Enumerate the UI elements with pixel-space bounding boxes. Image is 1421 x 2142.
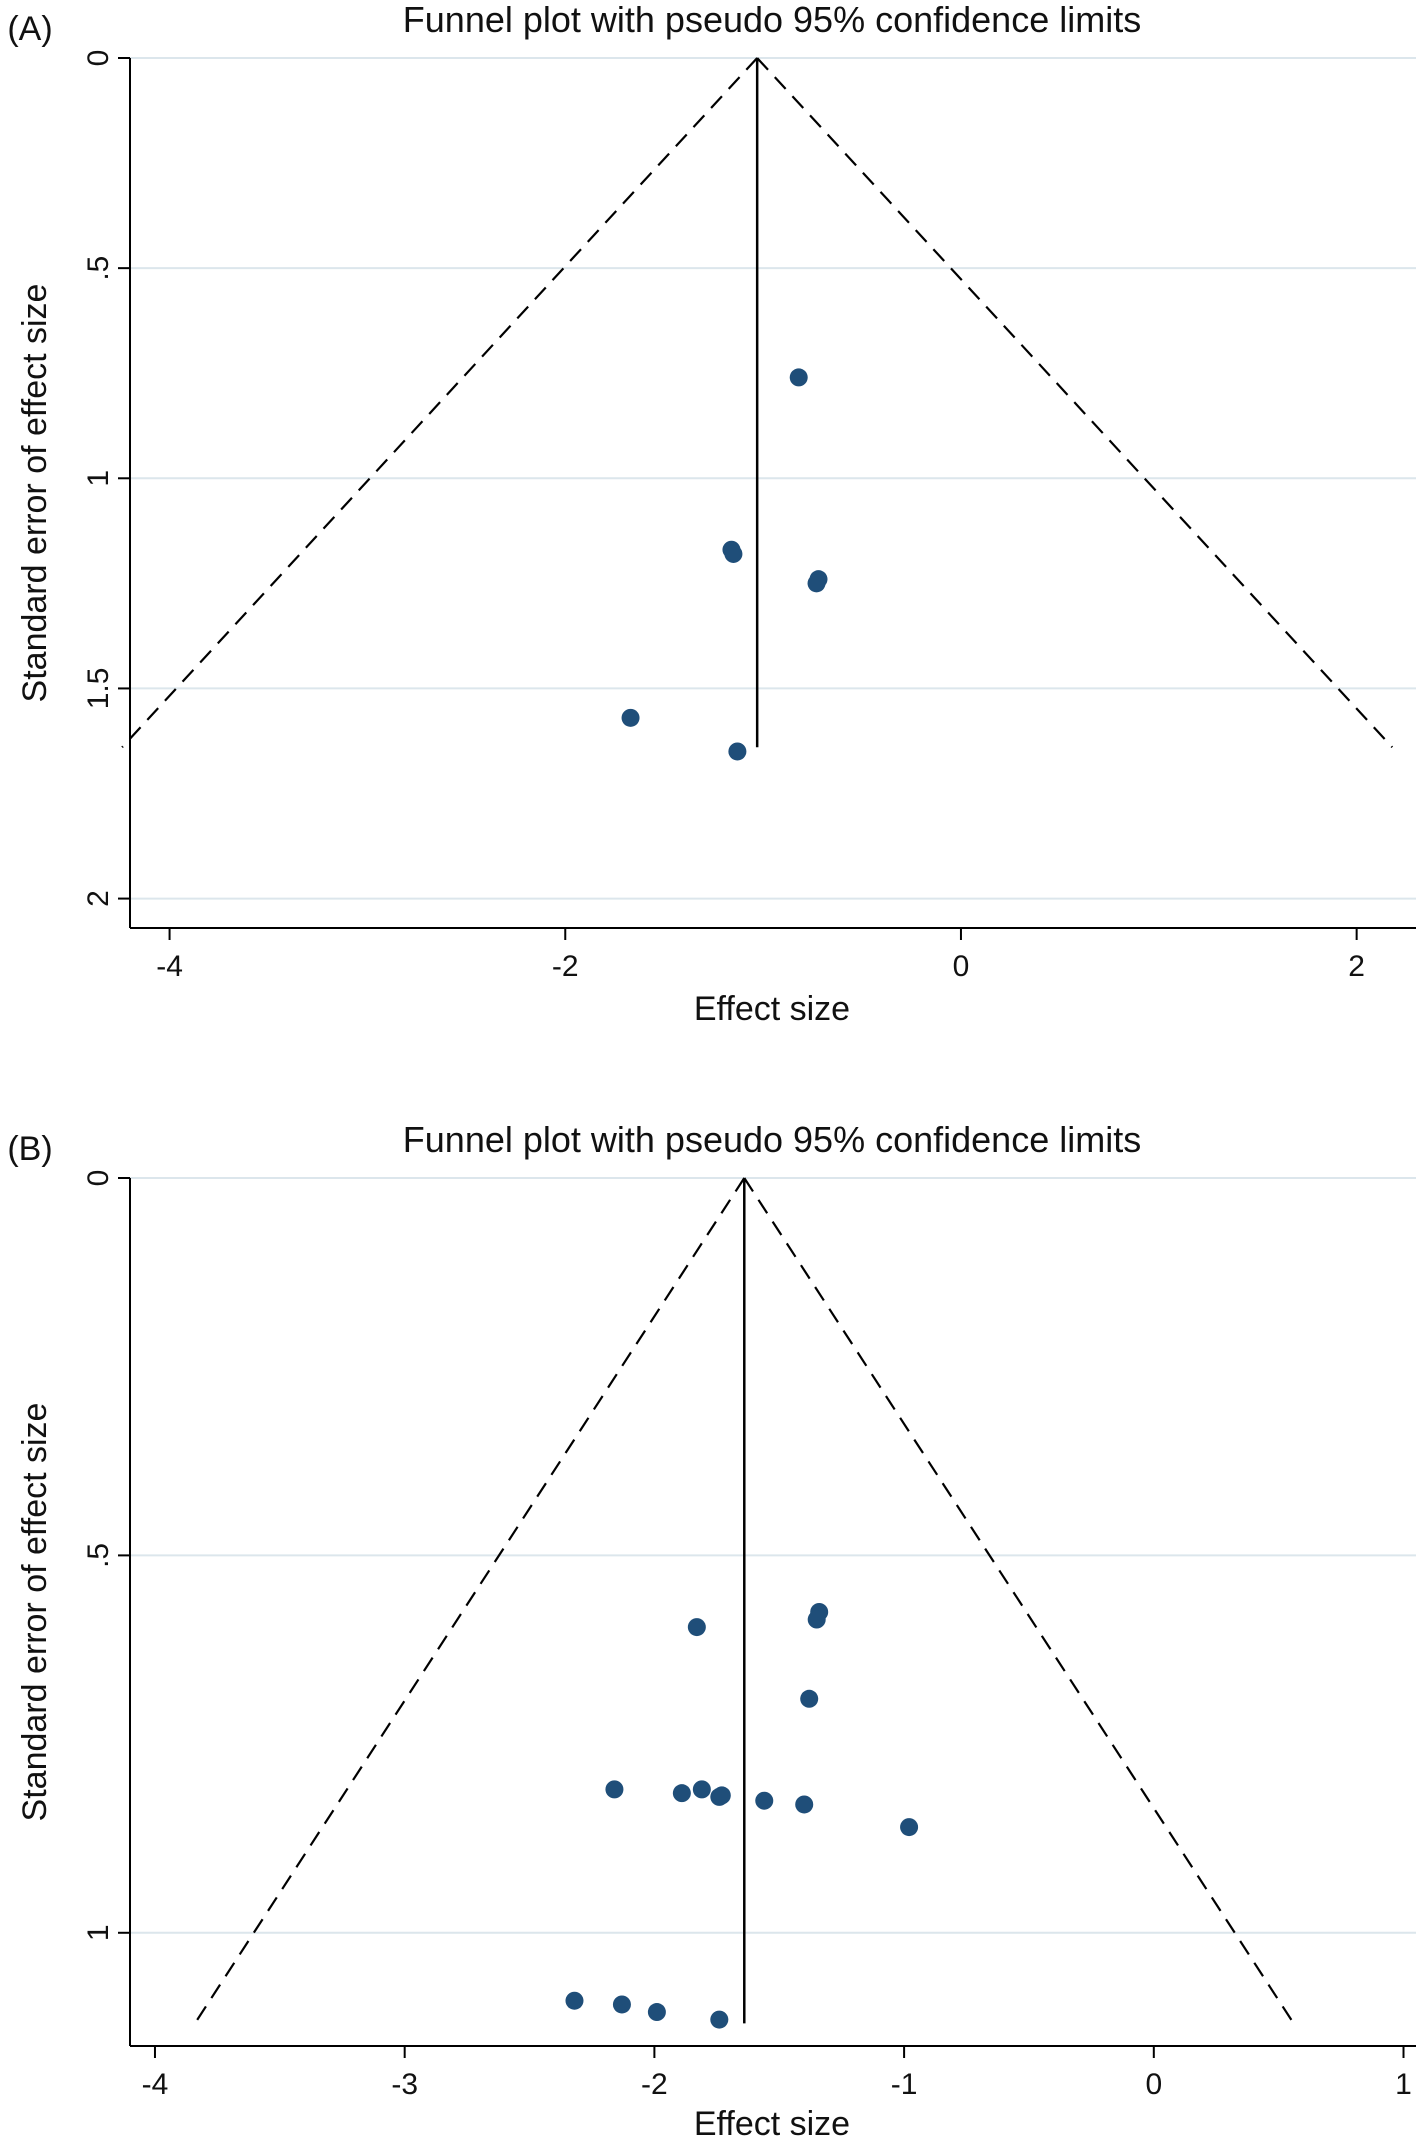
study-point [712, 1786, 731, 1805]
study-point [605, 1780, 624, 1799]
x-tick-label: -2 [641, 2068, 668, 2101]
panel-label: (B) [7, 1130, 52, 1168]
panel-b: (B) Funnel plot with pseudo 95% confidenc… [7, 1119, 1416, 2142]
x-tick-label: -1 [891, 2068, 918, 2101]
y-tick-label: 2 [82, 890, 115, 907]
x-tick-label: 2 [1348, 950, 1365, 983]
x-tick-label: -2 [552, 950, 579, 983]
study-point [621, 708, 640, 727]
study-point [800, 1689, 819, 1708]
chart-title: Funnel plot with pseudo 95% confidence l… [403, 1119, 1141, 1160]
y-tick-label: .5 [82, 256, 115, 281]
x-tick-label: -3 [391, 2068, 418, 2101]
y-axis-label: Standard error of effect size [16, 1403, 54, 1822]
study-point [795, 1795, 814, 1814]
funnel-left-limit [194, 1177, 746, 2024]
y-tick-label: 1 [82, 1924, 115, 1941]
panel-label: (A) [7, 10, 52, 48]
x-tick-label: -4 [142, 2068, 169, 2101]
x-tick-label: 0 [953, 950, 970, 983]
x-axis-label: Effect size [694, 990, 850, 1028]
study-point [647, 2003, 666, 2022]
study-point [692, 1780, 711, 1799]
chart-title: Funnel plot with pseudo 95% confidence l… [403, 0, 1141, 40]
study-point [710, 2010, 729, 2029]
study-point [672, 1784, 691, 1803]
y-axis-label: Standard error of effect size [16, 284, 54, 703]
y-tick-label: .5 [82, 1543, 115, 1568]
x-tick-label: 0 [1145, 2068, 1162, 2101]
study-point [807, 1610, 826, 1629]
y-tick-label: 1.5 [82, 668, 115, 710]
panel-a: (A) Funnel plot with pseudo 95% confidenc… [7, 0, 1416, 1028]
x-tick-label: -4 [156, 950, 183, 983]
funnel-right-limit [756, 57, 1394, 749]
study-point [755, 1791, 774, 1810]
x-axis-label: Effect size [694, 2105, 850, 2142]
study-point [724, 544, 743, 563]
study-point [900, 1818, 919, 1837]
study-point [565, 1991, 584, 2010]
funnel-right-limit [743, 1177, 1295, 2024]
x-tick-label: 1 [1395, 2068, 1412, 2101]
y-tick-label: 0 [82, 1170, 115, 1187]
funnel-left-limit [121, 57, 758, 749]
y-tick-label: 0 [82, 50, 115, 67]
study-point [789, 368, 808, 387]
study-point [728, 742, 747, 761]
y-tick-label: 1 [82, 470, 115, 487]
study-point [612, 1995, 631, 2014]
study-point [687, 1618, 706, 1637]
study-point [807, 574, 826, 593]
